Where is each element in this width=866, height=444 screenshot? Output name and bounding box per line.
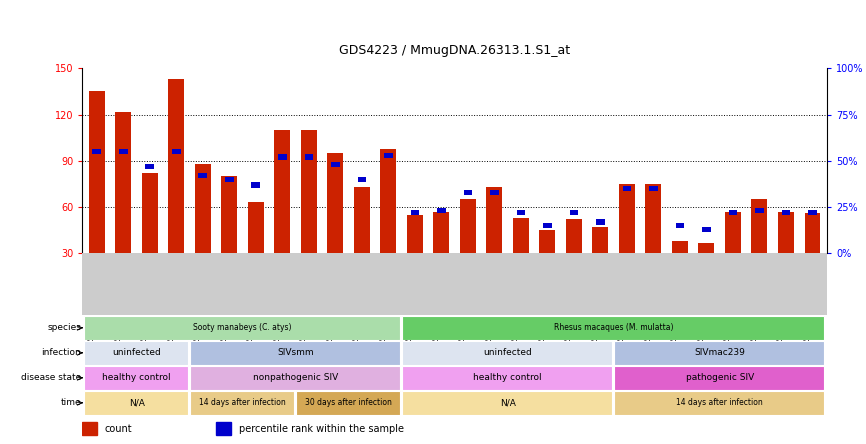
Text: uninfected: uninfected: [113, 349, 161, 357]
Bar: [115, 111, 132, 254]
Bar: [402, 316, 824, 340]
Bar: [145, 164, 154, 169]
Text: 14 days after infection: 14 days after infection: [676, 398, 763, 407]
Bar: [402, 366, 612, 390]
Bar: [358, 177, 366, 182]
Bar: [222, 176, 237, 254]
Text: uninfected: uninfected: [483, 349, 532, 357]
Bar: [168, 79, 184, 254]
Bar: [513, 218, 529, 254]
Text: healthy control: healthy control: [102, 373, 171, 382]
Bar: [778, 212, 794, 254]
Bar: [410, 210, 419, 215]
Bar: [84, 366, 188, 390]
Bar: [84, 391, 188, 415]
Bar: [614, 341, 824, 365]
Bar: [198, 173, 207, 178]
Text: percentile rank within the sample: percentile rank within the sample: [239, 424, 404, 433]
Text: SIVmac239: SIVmac239: [695, 349, 745, 357]
Bar: [93, 149, 101, 154]
Bar: [380, 148, 397, 254]
Bar: [614, 366, 824, 390]
Bar: [278, 155, 287, 160]
Text: N/A: N/A: [129, 398, 145, 407]
Bar: [402, 341, 612, 365]
Bar: [354, 187, 370, 254]
Bar: [301, 130, 317, 254]
Bar: [402, 391, 612, 415]
Bar: [782, 210, 791, 215]
Text: 14 days after infection: 14 days after infection: [199, 398, 286, 407]
Bar: [808, 210, 817, 215]
Bar: [570, 210, 578, 215]
Bar: [172, 149, 181, 154]
Bar: [463, 190, 472, 195]
Bar: [725, 212, 741, 254]
Text: N/A: N/A: [500, 398, 515, 407]
Bar: [460, 199, 475, 254]
Bar: [295, 391, 400, 415]
Bar: [623, 186, 631, 191]
Bar: [142, 173, 158, 254]
Text: Rhesus macaques (M. mulatta): Rhesus macaques (M. mulatta): [554, 323, 674, 333]
Bar: [645, 184, 662, 254]
Text: healthy control: healthy control: [474, 373, 542, 382]
Text: disease state: disease state: [21, 373, 81, 382]
Bar: [331, 162, 339, 167]
Bar: [752, 199, 767, 254]
Bar: [596, 219, 604, 225]
Bar: [434, 212, 449, 254]
Bar: [190, 391, 294, 415]
Bar: [540, 230, 555, 254]
Bar: [805, 213, 820, 254]
Bar: [728, 210, 737, 215]
Bar: [699, 242, 714, 254]
Bar: [84, 316, 400, 340]
Bar: [702, 226, 711, 232]
Bar: [649, 186, 658, 191]
Bar: [190, 341, 400, 365]
Text: pathogenic SIV: pathogenic SIV: [686, 373, 753, 382]
Text: count: count: [105, 424, 132, 433]
Bar: [672, 241, 688, 254]
Bar: [619, 184, 635, 254]
Text: nonpathogenic SIV: nonpathogenic SIV: [253, 373, 339, 382]
Bar: [516, 210, 526, 215]
Bar: [89, 91, 105, 254]
Text: GDS4223 / MmugDNA.26313.1.S1_at: GDS4223 / MmugDNA.26313.1.S1_at: [339, 44, 570, 57]
Bar: [675, 223, 684, 228]
Bar: [566, 219, 582, 254]
Bar: [543, 223, 552, 228]
Bar: [195, 164, 210, 254]
Bar: [216, 422, 231, 435]
Bar: [490, 190, 499, 195]
Bar: [82, 422, 97, 435]
Bar: [592, 227, 609, 254]
Text: infection: infection: [42, 349, 81, 357]
Text: Sooty manabeys (C. atys): Sooty manabeys (C. atys): [193, 323, 292, 333]
Text: species: species: [47, 323, 81, 333]
Bar: [614, 391, 824, 415]
Bar: [755, 208, 764, 214]
Text: 30 days after infection: 30 days after infection: [305, 398, 392, 407]
Bar: [487, 187, 502, 254]
Bar: [248, 202, 264, 254]
Bar: [119, 149, 127, 154]
Bar: [275, 130, 290, 254]
Bar: [437, 208, 446, 214]
Bar: [190, 366, 400, 390]
Bar: [384, 153, 393, 158]
Bar: [251, 182, 261, 187]
Bar: [407, 215, 423, 254]
Bar: [225, 177, 234, 182]
Text: time: time: [61, 398, 81, 407]
Bar: [327, 153, 343, 254]
Bar: [84, 341, 188, 365]
Bar: [305, 155, 313, 160]
Text: SIVsmm: SIVsmm: [277, 349, 314, 357]
